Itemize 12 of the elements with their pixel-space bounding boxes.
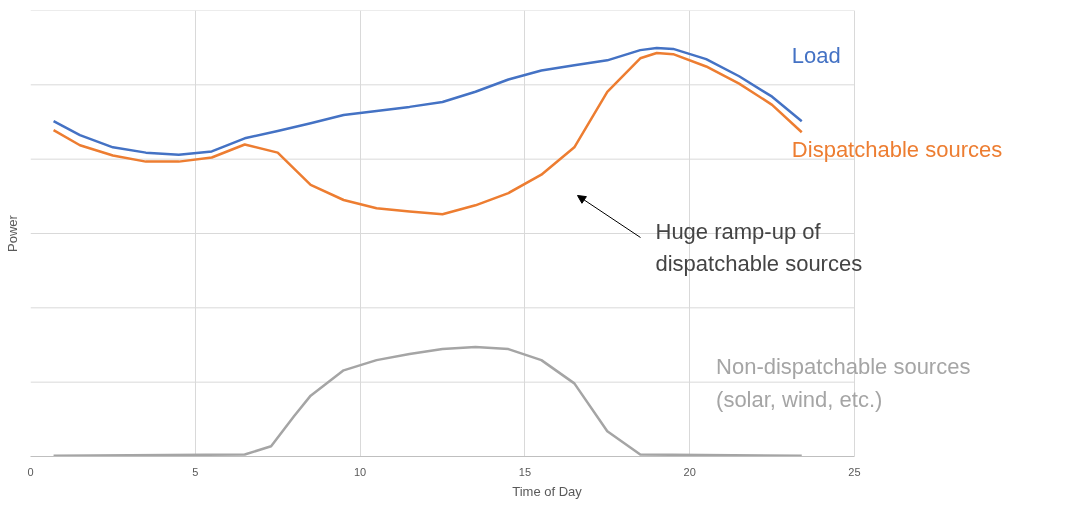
x-tick-label: 15 — [518, 465, 532, 478]
x-tick-label: 0 — [27, 465, 34, 478]
x-axis-title: Time of Day — [512, 483, 583, 499]
series-label: Non-dispatchable sources (solar, wind, etc.) — [716, 354, 971, 412]
series-label: Load — [791, 43, 841, 69]
annotation: Huge ramp-up of dispatchable sources — [655, 218, 863, 276]
x-tick-label: 5 — [192, 465, 199, 478]
series-label: Dispatchable sources — [791, 137, 1003, 163]
x-tick-label: 10 — [353, 465, 367, 478]
x-tick-label: 20 — [683, 465, 696, 478]
x-tick-label: 25 — [848, 465, 861, 478]
y-axis-title: Power — [4, 214, 20, 252]
